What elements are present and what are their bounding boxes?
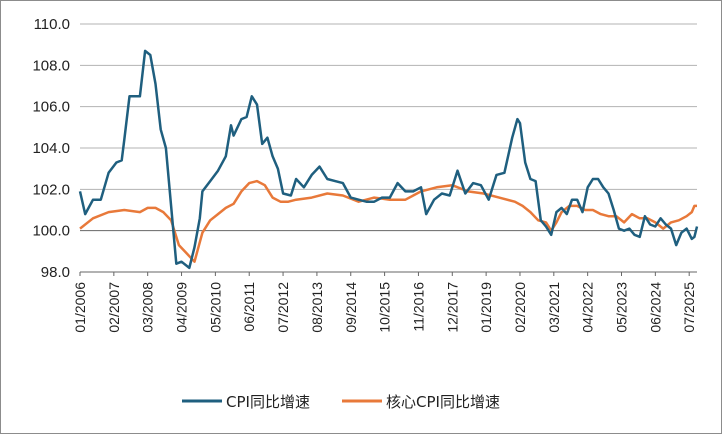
y-tick-label: 104.0	[32, 140, 70, 157]
cpi-series-line	[78, 49, 699, 270]
legend-label-cpi: CPI同比增速	[226, 393, 310, 411]
x-tick-label: 01/2006	[72, 282, 88, 333]
x-tick-label: 06/2024	[647, 282, 663, 333]
x-tick-label: 10/2015	[377, 282, 393, 333]
x-tick-label: 11/2016	[410, 282, 426, 332]
legend-label-core-cpi: 核心CPI同比增速	[386, 393, 500, 411]
y-tick-label: 106.0	[32, 99, 70, 116]
x-tick-label: 12/2017	[444, 282, 460, 333]
x-tick-label: 05/2010	[207, 282, 223, 333]
x-tick-label: 02/2007	[106, 282, 122, 333]
x-tick-label: 07/2025	[681, 282, 697, 333]
y-tick-label: 100.0	[32, 223, 70, 240]
x-tick-label: 07/2012	[275, 282, 291, 333]
x-tick-label: 04/2009	[174, 282, 190, 333]
x-tick-label: 02/2020	[512, 282, 528, 333]
x-tick-label: 03/2021	[546, 282, 562, 333]
x-tick-label: 05/2023	[614, 282, 630, 333]
y-tick-label: 108.0	[32, 57, 70, 74]
x-tick-label: 08/2013	[309, 282, 325, 333]
y-tick-label: 102.0	[32, 181, 70, 198]
x-tick-label: 04/2022	[580, 282, 596, 333]
x-tick-label: 01/2019	[478, 282, 494, 333]
x-tick-label: 09/2014	[343, 282, 359, 333]
x-tick-label: 03/2008	[140, 282, 156, 333]
y-tick-label: 110.0	[34, 16, 70, 33]
y-tick-label: 98.0	[41, 264, 70, 281]
x-tick-label: 06/2011	[241, 282, 257, 332]
